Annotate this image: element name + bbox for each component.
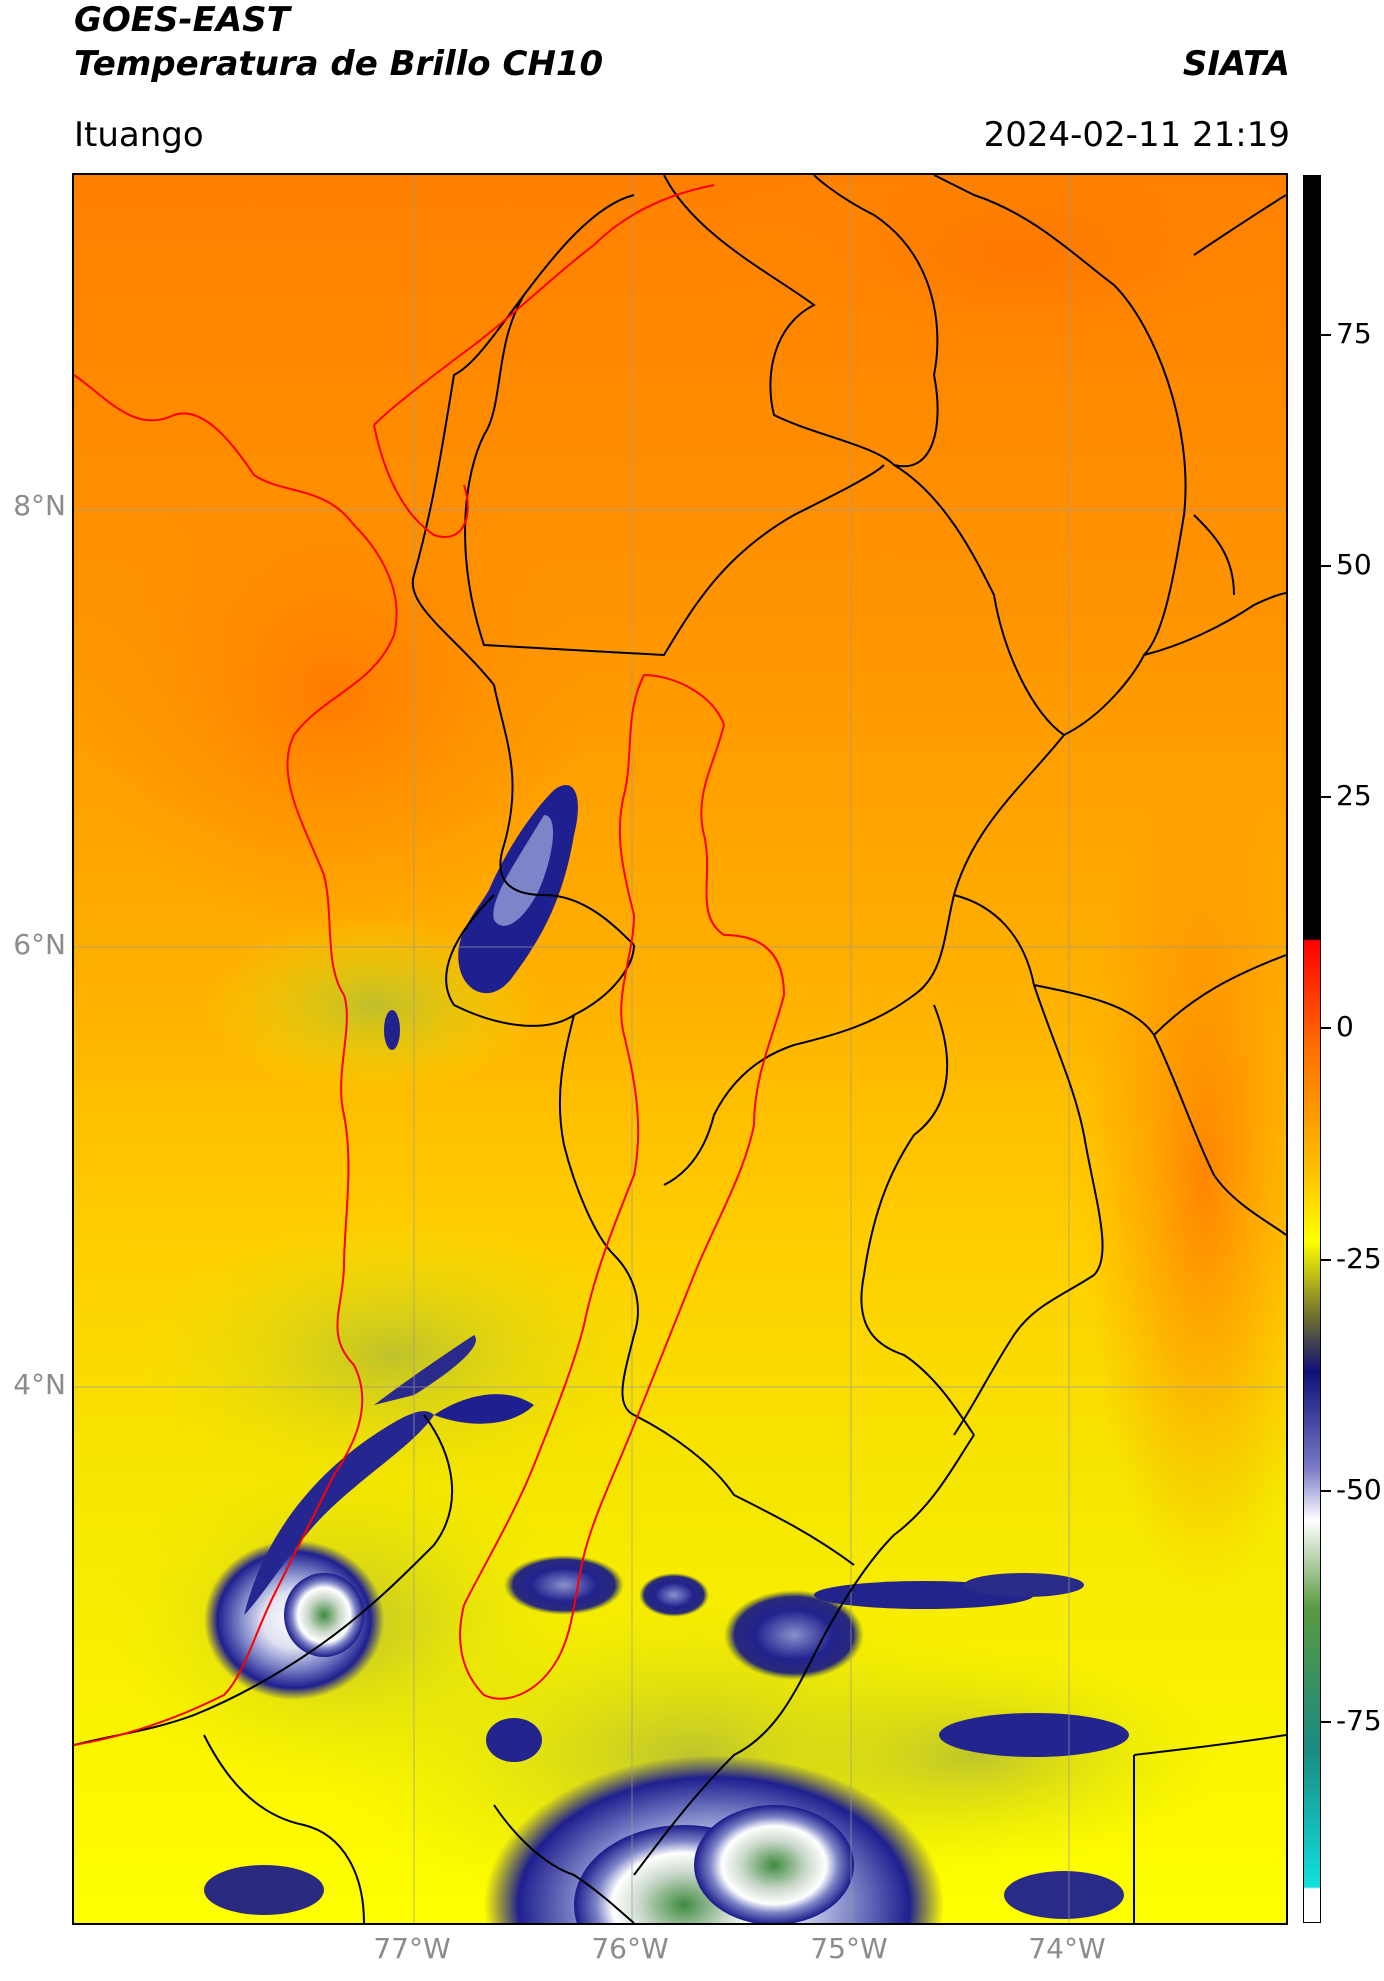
cloud-cell-central-core — [493, 815, 554, 926]
coastline-gulf-inner — [373, 424, 469, 538]
border-south-mid — [633, 1414, 855, 1566]
colorbar-label-minus75: -75 — [1336, 1704, 1382, 1737]
border-northeast-edge — [1193, 194, 1286, 256]
border-east-dept-2 — [1153, 954, 1286, 1036]
lon-tick-74: 74°W — [1028, 1932, 1106, 1965]
border-far-south-east-2 — [1133, 1734, 1286, 1756]
colorbar-tick — [1321, 565, 1331, 567]
coastline-and-basin — [74, 184, 786, 1746]
map-panel[interactable] — [72, 173, 1288, 1925]
border-south-west — [74, 1414, 454, 1746]
warm-region-east — [1084, 755, 1286, 1595]
title-product: Temperatura de Brillo CH10 — [74, 44, 604, 84]
border-south-west-2 — [203, 1734, 365, 1923]
lat-tick-8: 8°N — [13, 489, 66, 522]
colorbar-label-0: 0 — [1336, 1010, 1354, 1043]
border-central-mid — [860, 1004, 975, 1436]
cloud-cell-south-d — [939, 1713, 1129, 1757]
colorbar-tick — [1321, 1721, 1331, 1723]
colorbar-tick — [1321, 334, 1331, 336]
border-east-2 — [1193, 514, 1235, 596]
warm-region-northeast — [704, 175, 1286, 395]
border-north-2 — [663, 175, 939, 468]
admin-borders — [74, 175, 1286, 1923]
basin-cauca — [459, 673, 786, 1700]
cloud-cell-south-c — [724, 1590, 864, 1680]
cloud-cell-bottom-right — [1004, 1871, 1124, 1919]
colorbar-label-minus25: -25 — [1336, 1242, 1382, 1275]
colorbar-tick — [1321, 796, 1331, 798]
colorbar-tick — [1321, 1259, 1331, 1261]
coastline-gulf — [373, 184, 715, 426]
cloud-haze-layer — [104, 915, 1234, 1923]
cloud-cell-south-a — [504, 1555, 624, 1615]
colorbar-label-50: 50 — [1336, 548, 1372, 581]
border-north-1 — [464, 294, 885, 657]
colorbar — [1303, 175, 1321, 1923]
colorbar-label-25: 25 — [1336, 779, 1372, 812]
cloud-cell-band-east-2 — [964, 1573, 1084, 1597]
cloud-cell-south-b — [639, 1573, 709, 1617]
border-south-east — [633, 1434, 975, 1876]
border-east-1 — [1143, 592, 1286, 656]
location-label: Ituango — [74, 115, 204, 155]
border-central-interior — [558, 1014, 639, 1416]
lon-tick-77: 77°W — [373, 1932, 451, 1965]
brightness-temperature-map — [74, 175, 1286, 1923]
border-central-east — [663, 734, 1065, 1186]
colorbar-label-75: 75 — [1336, 317, 1372, 350]
border-west-interior — [445, 894, 635, 1027]
border-northeast — [893, 175, 1187, 737]
cloud-cell-west — [384, 1010, 400, 1050]
cloud-band-south — [434, 1394, 534, 1424]
lat-tick-6: 6°N — [13, 928, 66, 961]
warm-region-northwest — [74, 455, 594, 935]
cloud-cell-bottom-left — [204, 1865, 324, 1915]
title-satellite: GOES-EAST — [74, 0, 290, 40]
colorbar-label-minus50: -50 — [1336, 1473, 1382, 1506]
border-antioquia — [411, 194, 635, 946]
lon-tick-76: 76°W — [591, 1932, 669, 1965]
org-label: SIATA — [1182, 44, 1290, 84]
timestamp-label: 2024-02-11 21:19 — [983, 115, 1290, 155]
lon-tick-75: 75°W — [810, 1932, 888, 1965]
cloud-band-southwest — [244, 1411, 434, 1615]
border-central-mid-2 — [953, 984, 1104, 1436]
cloud-cell-south-west-core — [284, 1573, 364, 1657]
cloud-cell-bottom-right-green — [694, 1805, 854, 1923]
graticule — [74, 175, 1286, 1923]
colorbar-tick — [1321, 1490, 1331, 1492]
colorbar-tick — [1321, 1027, 1331, 1029]
cloud-cell-south-e — [486, 1718, 542, 1762]
coastline-caribbean — [74, 374, 398, 1746]
border-south-central — [493, 1804, 635, 1923]
lat-tick-4: 4°N — [13, 1368, 66, 1401]
